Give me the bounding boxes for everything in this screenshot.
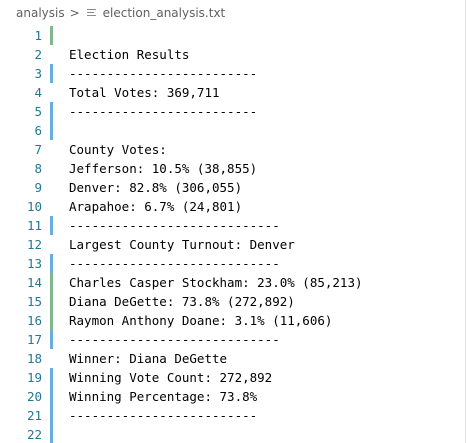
- line-text: Winner: Diana DeGette: [69, 351, 228, 366]
- line-number: 21: [26, 408, 42, 423]
- line-number: 10: [26, 199, 42, 214]
- editor-line[interactable]: 6: [0, 121, 465, 140]
- gutter-modified-indicator[interactable]: [50, 216, 53, 235]
- line-number: 17: [26, 332, 42, 347]
- gutter-modified-indicator[interactable]: [50, 254, 53, 273]
- line-number: 22: [26, 427, 42, 442]
- gutter-added-indicator[interactable]: [50, 26, 53, 45]
- gutter-modified-indicator[interactable]: [50, 102, 53, 121]
- line-number: 14: [26, 275, 42, 290]
- line-number: 11: [26, 218, 42, 233]
- line-number: 7: [34, 142, 42, 157]
- editor-line[interactable]: 19 Winning Vote Count: 272,892: [0, 368, 465, 387]
- line-text: -------------------------: [69, 408, 258, 423]
- text-file-icon: [86, 8, 97, 18]
- line-number: 16: [26, 313, 42, 328]
- gutter-modified-indicator[interactable]: [50, 425, 53, 443]
- editor-line[interactable]: 2 Election Results: [0, 45, 465, 64]
- code-editor[interactable]: 1 2 Election Results 3 ---------------------…: [0, 26, 465, 443]
- editor-line[interactable]: 22: [0, 425, 465, 443]
- editor-line[interactable]: 3 -------------------------: [0, 64, 465, 83]
- line-text: -------------------------: [69, 104, 258, 119]
- editor-line[interactable]: 11 ----------------------------: [0, 216, 465, 235]
- line-number: 15: [26, 294, 42, 309]
- gutter-added-indicator[interactable]: [50, 311, 53, 330]
- editor-line[interactable]: 21 -------------------------: [0, 406, 465, 425]
- line-number: 3: [34, 66, 42, 81]
- line-text: ----------------------------: [69, 218, 280, 233]
- editor-line[interactable]: 1: [0, 26, 465, 45]
- line-number: 6: [34, 123, 42, 138]
- gutter-modified-indicator[interactable]: [50, 121, 53, 140]
- gutter-modified-indicator[interactable]: [50, 330, 53, 349]
- editor-line[interactable]: 7 County Votes:: [0, 140, 465, 159]
- editor-line[interactable]: 8 Jefferson: 10.5% (38,855): [0, 159, 465, 178]
- editor-line[interactable]: 5 -------------------------: [0, 102, 465, 121]
- gutter-added-indicator[interactable]: [50, 292, 53, 311]
- line-text: Charles Casper Stockham: 23.0% (85,213): [69, 275, 363, 290]
- line-number: 18: [26, 351, 42, 366]
- line-text: Arapahoe: 6.7% (24,801): [69, 199, 243, 214]
- breadcrumb-separator: >: [69, 6, 80, 20]
- editor-line[interactable]: 16 Raymon Anthony Doane: 3.1% (11,606): [0, 311, 465, 330]
- line-text: Diana DeGette: 73.8% (272,892): [69, 294, 295, 309]
- editor-line[interactable]: 18 Winner: Diana DeGette: [0, 349, 465, 368]
- line-number: 8: [34, 161, 42, 176]
- line-number: 20: [26, 389, 42, 404]
- line-text: -------------------------: [69, 66, 258, 81]
- line-text: ----------------------------: [69, 256, 280, 271]
- gutter-modified-indicator[interactable]: [50, 64, 53, 83]
- line-text: Election Results: [69, 47, 190, 62]
- line-text: ----------------------------: [69, 332, 280, 347]
- editor-line[interactable]: 10 Arapahoe: 6.7% (24,801): [0, 197, 465, 216]
- breadcrumb-folder[interactable]: analysis: [16, 6, 65, 20]
- editor-line[interactable]: 14 Charles Casper Stockham: 23.0% (85,213…: [0, 273, 465, 292]
- line-text: Raymon Anthony Doane: 3.1% (11,606): [69, 313, 333, 328]
- gutter-modified-indicator[interactable]: [50, 368, 53, 387]
- line-text: Largest County Turnout: Denver: [69, 237, 295, 252]
- editor-line[interactable]: 9 Denver: 82.8% (306,055): [0, 178, 465, 197]
- line-number: 4: [34, 85, 42, 100]
- line-number: 9: [34, 180, 42, 195]
- line-number: 2: [34, 47, 42, 62]
- line-text: County Votes:: [69, 142, 167, 157]
- line-number: 1: [34, 28, 42, 43]
- breadcrumb-file[interactable]: election_analysis.txt: [102, 6, 226, 20]
- gutter-added-indicator[interactable]: [50, 273, 53, 292]
- line-text: Jefferson: 10.5% (38,855): [69, 161, 258, 176]
- line-text: Total Votes: 369,711: [69, 85, 220, 100]
- gutter-modified-indicator[interactable]: [50, 387, 53, 406]
- line-text: Winning Percentage: 73.8%: [69, 389, 258, 404]
- gutter-modified-indicator[interactable]: [50, 406, 53, 425]
- line-text: Winning Vote Count: 272,892: [69, 370, 273, 385]
- editor-line[interactable]: 20 Winning Percentage: 73.8%: [0, 387, 465, 406]
- line-number: 5: [34, 104, 42, 119]
- line-text: Denver: 82.8% (306,055): [69, 180, 243, 195]
- breadcrumb: analysis > election_analysis.txt: [0, 0, 465, 26]
- editor-line[interactable]: 15 Diana DeGette: 73.8% (272,892): [0, 292, 465, 311]
- editor-line[interactable]: 4 Total Votes: 369,711: [0, 83, 465, 102]
- line-number: 13: [26, 256, 42, 271]
- editor-line[interactable]: 12 Largest County Turnout: Denver: [0, 235, 465, 254]
- line-number: 12: [26, 237, 42, 252]
- editor-line[interactable]: 13 ----------------------------: [0, 254, 465, 273]
- line-number: 19: [26, 370, 42, 385]
- editor-line[interactable]: 17 ----------------------------: [0, 330, 465, 349]
